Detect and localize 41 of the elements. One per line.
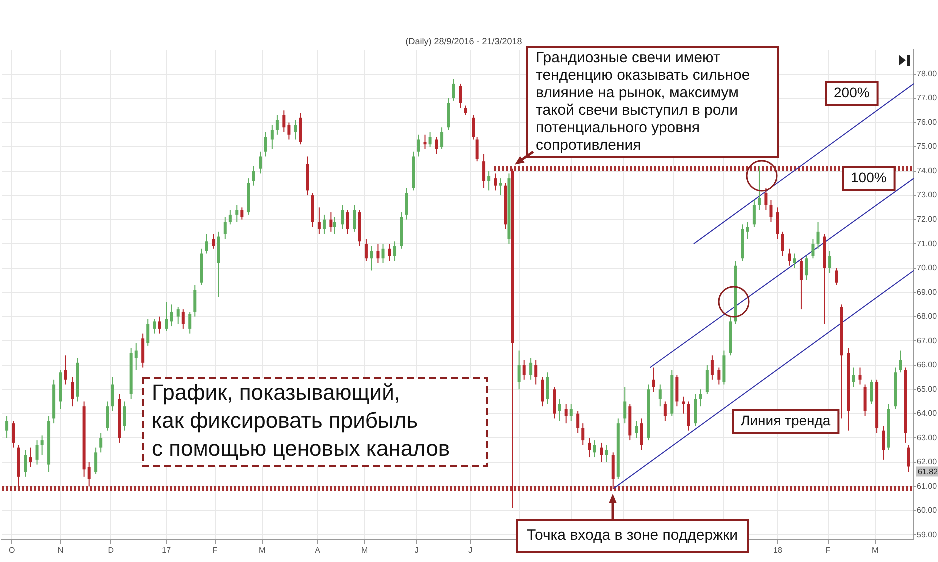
x-tick-label: J [468, 546, 473, 556]
y-tick-label: 60.00 [917, 506, 938, 516]
y-tick-label: 66.00 [917, 360, 938, 370]
y-tick-label: 64.00 [917, 409, 938, 418]
y-tick-label: 65.00 [917, 384, 938, 394]
y-tick-label: 77.00 [917, 94, 938, 103]
x-tick-label: N [58, 546, 64, 556]
y-tick-label: 73.00 [917, 190, 938, 200]
x-tick-label: F [212, 546, 218, 556]
y-tick-label: 59.00 [917, 530, 938, 540]
x-tick-label: O [8, 546, 16, 556]
series-label: Линия тренда [741, 412, 831, 428]
x-tick-label: M [872, 546, 880, 556]
y-tick-label: 71.00 [917, 239, 938, 248]
y-tick-label: 74.00 [917, 166, 938, 176]
y-tick-label: 78.00 [917, 69, 938, 78]
y-tick-label: 72.00 [917, 215, 938, 224]
annotation: Грандиозные свечи имеют тенденцию оказывать сильное влияние на рынок, максимум такой свечи выступил в роли потенциального уровня сопротивления [536, 49, 750, 154]
series-label: 200% [834, 84, 870, 100]
y-tick-label: 61.00 [917, 482, 938, 491]
y-tick-label: 62.00 [917, 458, 938, 467]
x-tick-label: 18 [774, 546, 783, 556]
x-tick-label: F [826, 546, 831, 556]
y-tick-label: 67.00 [917, 336, 938, 346]
x-tick-label: 17 [162, 546, 172, 556]
x-tick-label: M [258, 546, 266, 556]
y-tick-label: 76.00 [917, 118, 938, 127]
annotation: 61.82 [918, 467, 938, 476]
y-tick-label: 63.00 [917, 433, 938, 442]
annotation: Точка входа в зоне поддержки [526, 527, 738, 544]
chart-subtitle: (Daily) 28/9/2016 - 21/3/2018 [406, 36, 522, 46]
x-tick-label: M [361, 546, 368, 556]
x-tick-label: J [414, 546, 419, 556]
y-tick-label: 70.00 [917, 264, 938, 273]
y-tick-label: 69.00 [917, 288, 938, 297]
text: График, показывающий, как фиксировать прибыль с помощью ценовых каналов [152, 380, 450, 462]
x-tick-label: A [315, 546, 322, 556]
x-tick-label: D [108, 546, 114, 556]
series-label: 100% [850, 169, 887, 186]
y-tick-label: 68.00 [917, 312, 938, 322]
y-tick-label: 75.00 [917, 142, 938, 152]
